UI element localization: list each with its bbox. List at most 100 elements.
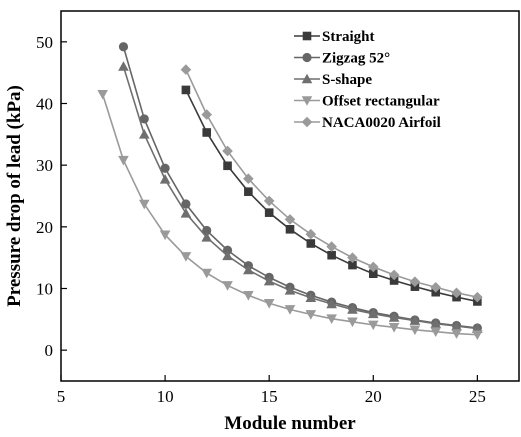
data-point (118, 61, 129, 71)
data-point (368, 269, 378, 278)
legend-marker (302, 31, 312, 41)
data-point (284, 214, 296, 225)
data-point (181, 199, 191, 209)
legend-label: Zigzag 52° (322, 51, 390, 67)
data-point (180, 252, 192, 262)
series-2 (118, 61, 483, 333)
x-tick-label: 20 (365, 387, 382, 406)
data-point (326, 298, 337, 309)
data-point (388, 312, 400, 322)
y-tick-label: 0 (45, 341, 54, 360)
data-point (263, 275, 275, 286)
data-point (430, 318, 442, 328)
data-point (472, 330, 483, 341)
data-point (202, 225, 212, 236)
legend-item: NACA0020 Airfoil (294, 115, 441, 131)
data-point (160, 163, 170, 173)
data-point (285, 225, 295, 234)
data-point (326, 314, 337, 325)
data-point (243, 173, 254, 185)
data-point (409, 276, 421, 288)
x-axis-title: Module number (224, 413, 356, 434)
data-point (348, 260, 357, 270)
legend-item: Zigzag 52° (294, 51, 390, 67)
legend-item: S-shape (294, 72, 372, 88)
data-point (201, 109, 213, 120)
x-tick-label: 25 (469, 387, 486, 406)
legend-label: S-shape (322, 72, 372, 88)
legend: Straight Zigzag 52° S-shape Offset rectangu… (294, 29, 441, 131)
data-point (367, 320, 379, 331)
x-tick-label: 10 (157, 387, 174, 406)
x-tick-label: 5 (57, 387, 66, 406)
x-tick-label: 15 (261, 387, 278, 406)
y-tick-label: 30 (36, 156, 53, 175)
data-point (159, 174, 171, 184)
data-point (305, 292, 317, 303)
plot-frame (60, 10, 520, 382)
data-point (451, 329, 462, 339)
y-axis-title: Pressure drop of lead (kPa) (4, 85, 25, 307)
data-point (222, 250, 233, 261)
data-point (388, 269, 400, 281)
series-line (122, 46, 478, 329)
y-tick-label: 20 (36, 218, 53, 237)
data-point (389, 276, 399, 285)
legend-label: Straight (322, 29, 375, 45)
data-point (263, 299, 275, 309)
data-point (180, 64, 192, 75)
data-point (244, 187, 253, 196)
data-point (347, 304, 358, 314)
data-point (430, 327, 442, 337)
data-point (159, 230, 171, 241)
data-point (222, 145, 233, 157)
legend-item: Straight (294, 29, 375, 45)
x-axis-ticks: 5 10 15 20 25 (57, 375, 486, 406)
data-point (139, 114, 149, 124)
legend-item: Offset rectangular (294, 94, 440, 110)
data-point (264, 208, 274, 217)
data-point (284, 305, 296, 315)
data-point (347, 252, 358, 263)
data-point (181, 85, 191, 95)
data-point (451, 287, 462, 299)
data-point (326, 241, 337, 252)
data-point (388, 323, 400, 333)
data-point (118, 155, 129, 166)
y-axis-ticks: 0 10 20 30 40 50 (36, 33, 67, 360)
data-point (223, 161, 232, 171)
legend-marker (301, 96, 313, 106)
data-point (367, 308, 379, 319)
data-point (222, 281, 233, 291)
y-tick-label: 50 (36, 33, 53, 52)
data-point (138, 199, 150, 210)
legend-label: Offset rectangular (322, 94, 440, 110)
data-point (201, 232, 213, 242)
data-point (409, 315, 421, 325)
data-point (263, 195, 275, 207)
legend-marker (301, 116, 313, 128)
data-point (243, 264, 254, 275)
data-point (243, 290, 254, 301)
data-point (430, 281, 442, 293)
data-point (97, 89, 108, 100)
legend-marker (302, 52, 312, 63)
data-point (202, 128, 212, 137)
series-line (122, 66, 478, 330)
legend-label: NACA0020 Airfoil (322, 115, 441, 131)
data-point (409, 325, 421, 336)
plot-border (60, 10, 520, 382)
series-layer (97, 42, 483, 341)
data-point (306, 239, 316, 248)
data-point (472, 291, 483, 303)
data-point (180, 207, 192, 218)
data-point (138, 129, 150, 139)
legend-marker (301, 73, 313, 84)
series-1 (118, 42, 482, 333)
data-point (201, 268, 213, 279)
data-point (118, 42, 129, 52)
data-point (305, 310, 317, 320)
data-point (347, 317, 358, 328)
data-point (222, 245, 233, 255)
